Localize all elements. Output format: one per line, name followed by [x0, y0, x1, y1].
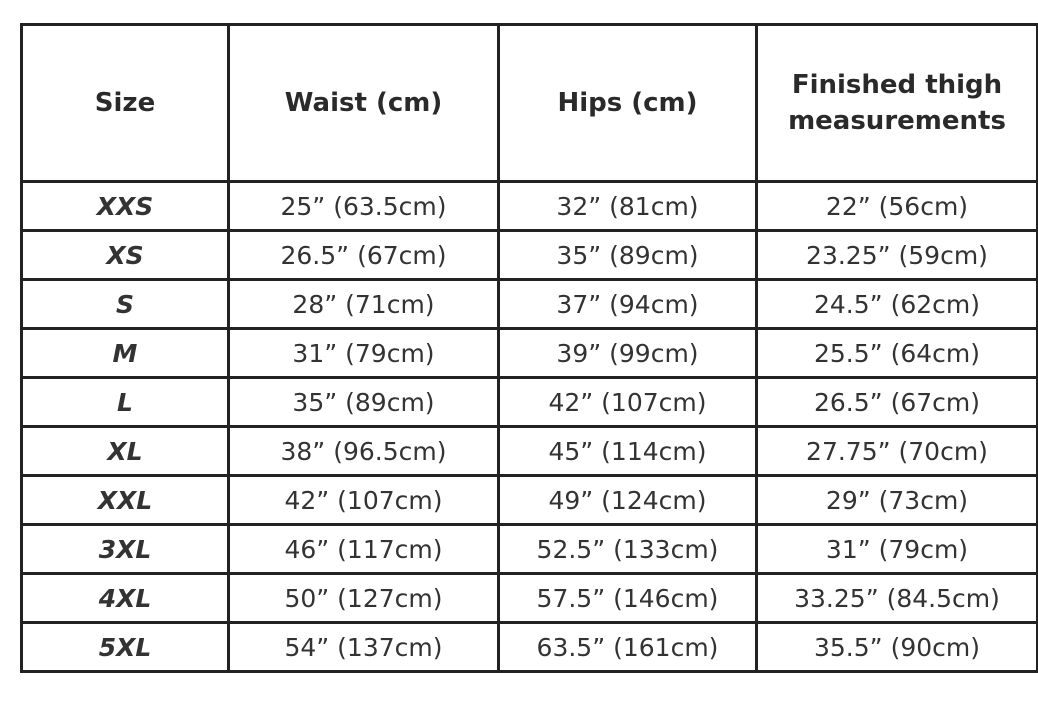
measurement-cell: 22” (56cm) [755, 180, 1038, 232]
table-row: XXL 42” (107cm) 49” (124cm) 29” (73cm) [20, 474, 1038, 526]
measurement-cell: 39” (99cm) [497, 327, 758, 379]
measurement-cell: 46” (117cm) [227, 523, 500, 575]
measurement-cell: 23.25” (59cm) [755, 229, 1038, 281]
size-cell: 5XL [20, 621, 230, 673]
measurement-cell: 29” (73cm) [755, 474, 1038, 526]
table-row: 3XL 46” (117cm) 52.5” (133cm) 31” (79cm) [20, 523, 1038, 575]
measurement-cell: 33.25” (84.5cm) [755, 572, 1038, 624]
table-row: M 31” (79cm) 39” (99cm) 25.5” (64cm) [20, 327, 1038, 379]
size-cell: L [20, 376, 230, 428]
table-row: S 28” (71cm) 37” (94cm) 24.5” (62cm) [20, 278, 1038, 330]
measurement-cell: 45” (114cm) [497, 425, 758, 477]
measurement-cell: 24.5” (62cm) [755, 278, 1038, 330]
table-row: 5XL 54” (137cm) 63.5” (161cm) 35.5” (90cm) [20, 621, 1038, 673]
measurement-cell: 52.5” (133cm) [497, 523, 758, 575]
table-row: XS 26.5” (67cm) 35” (89cm) 23.25” (59cm) [20, 229, 1038, 281]
measurement-cell: 35” (89cm) [227, 376, 500, 428]
measurement-cell: 26.5” (67cm) [227, 229, 500, 281]
measurement-cell: 28” (71cm) [227, 278, 500, 330]
measurement-cell: 38” (96.5cm) [227, 425, 500, 477]
size-cell: 4XL [20, 572, 230, 624]
header-cell: Hips (cm) [497, 23, 758, 183]
size-cell: XXS [20, 180, 230, 232]
measurement-cell: 32” (81cm) [497, 180, 758, 232]
size-table: Size Waist (cm) Hips (cm) Finished thigh me… [20, 23, 1038, 673]
header-row: Size Waist (cm) Hips (cm) Finished thigh me… [20, 23, 1038, 183]
measurement-cell: 26.5” (67cm) [755, 376, 1038, 428]
table-row: L 35” (89cm) 42” (107cm) 26.5” (67cm) [20, 376, 1038, 428]
table-row: XXS 25” (63.5cm) 32” (81cm) 22” (56cm) [20, 180, 1038, 232]
measurement-cell: 31” (79cm) [227, 327, 500, 379]
size-cell: XL [20, 425, 230, 477]
measurement-cell: 42” (107cm) [227, 474, 500, 526]
size-cell: M [20, 327, 230, 379]
table-row: 4XL 50” (127cm) 57.5” (146cm) 33.25” (84.5c… [20, 572, 1038, 624]
measurement-cell: 42” (107cm) [497, 376, 758, 428]
size-cell: XXL [20, 474, 230, 526]
table-body: XXS 25” (63.5cm) 32” (81cm) 22” (56cm) XS 26.… [20, 180, 1038, 673]
measurement-cell: 25” (63.5cm) [227, 180, 500, 232]
size-cell: 3XL [20, 523, 230, 575]
measurement-cell: 50” (127cm) [227, 572, 500, 624]
measurement-cell: 63.5” (161cm) [497, 621, 758, 673]
header-cell: Finished thigh measurements [755, 23, 1038, 183]
table-header: Size Waist (cm) Hips (cm) Finished thigh me… [20, 23, 1038, 183]
measurement-cell: 37” (94cm) [497, 278, 758, 330]
measurement-cell: 31” (79cm) [755, 523, 1038, 575]
header-cell: Waist (cm) [227, 23, 500, 183]
measurement-cell: 49” (124cm) [497, 474, 758, 526]
size-cell: S [20, 278, 230, 330]
measurement-cell: 35” (89cm) [497, 229, 758, 281]
measurement-cell: 27.75” (70cm) [755, 425, 1038, 477]
measurement-cell: 54” (137cm) [227, 621, 500, 673]
size-cell: XS [20, 229, 230, 281]
measurement-cell: 57.5” (146cm) [497, 572, 758, 624]
table-row: XL 38” (96.5cm) 45” (114cm) 27.75” (70cm) [20, 425, 1038, 477]
measurement-cell: 35.5” (90cm) [755, 621, 1038, 673]
header-cell: Size [20, 23, 230, 183]
measurement-cell: 25.5” (64cm) [755, 327, 1038, 379]
